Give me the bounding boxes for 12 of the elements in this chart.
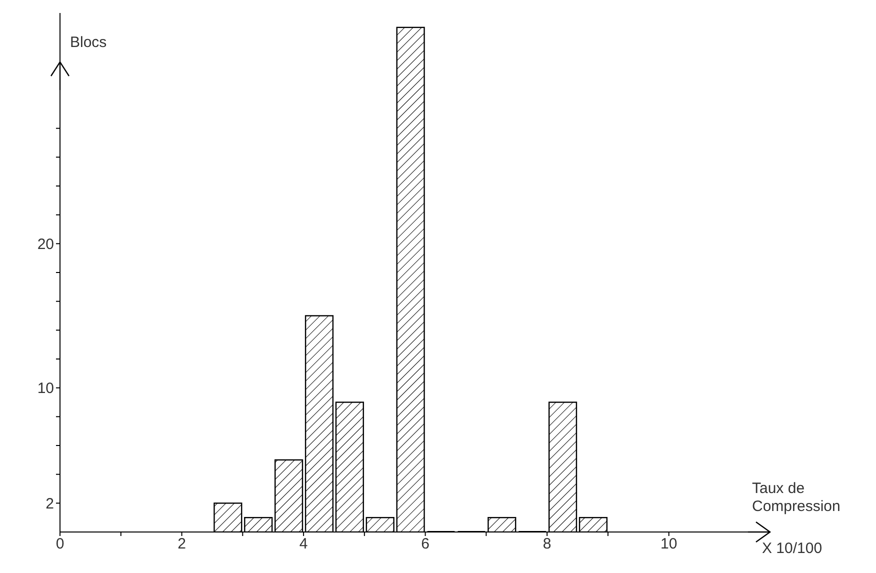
x-axis-title: Taux de Compression [752,480,842,516]
x-tick-label: 8 [542,536,552,553]
text: X 10/100 [762,540,822,557]
x-tick-label: 2 [178,536,186,553]
x-tick-label: 10 [660,536,678,553]
x-tick-label: 6 [421,536,430,553]
y-axis-title: Blocs [70,34,107,51]
x-tick-label: 4 [299,536,308,553]
y-tick-label: 10 [37,380,54,398]
y-tick-label: 2 [46,495,54,512]
x-tick-label: 0 [56,536,64,553]
y-tick-label: 20 [37,236,54,253]
